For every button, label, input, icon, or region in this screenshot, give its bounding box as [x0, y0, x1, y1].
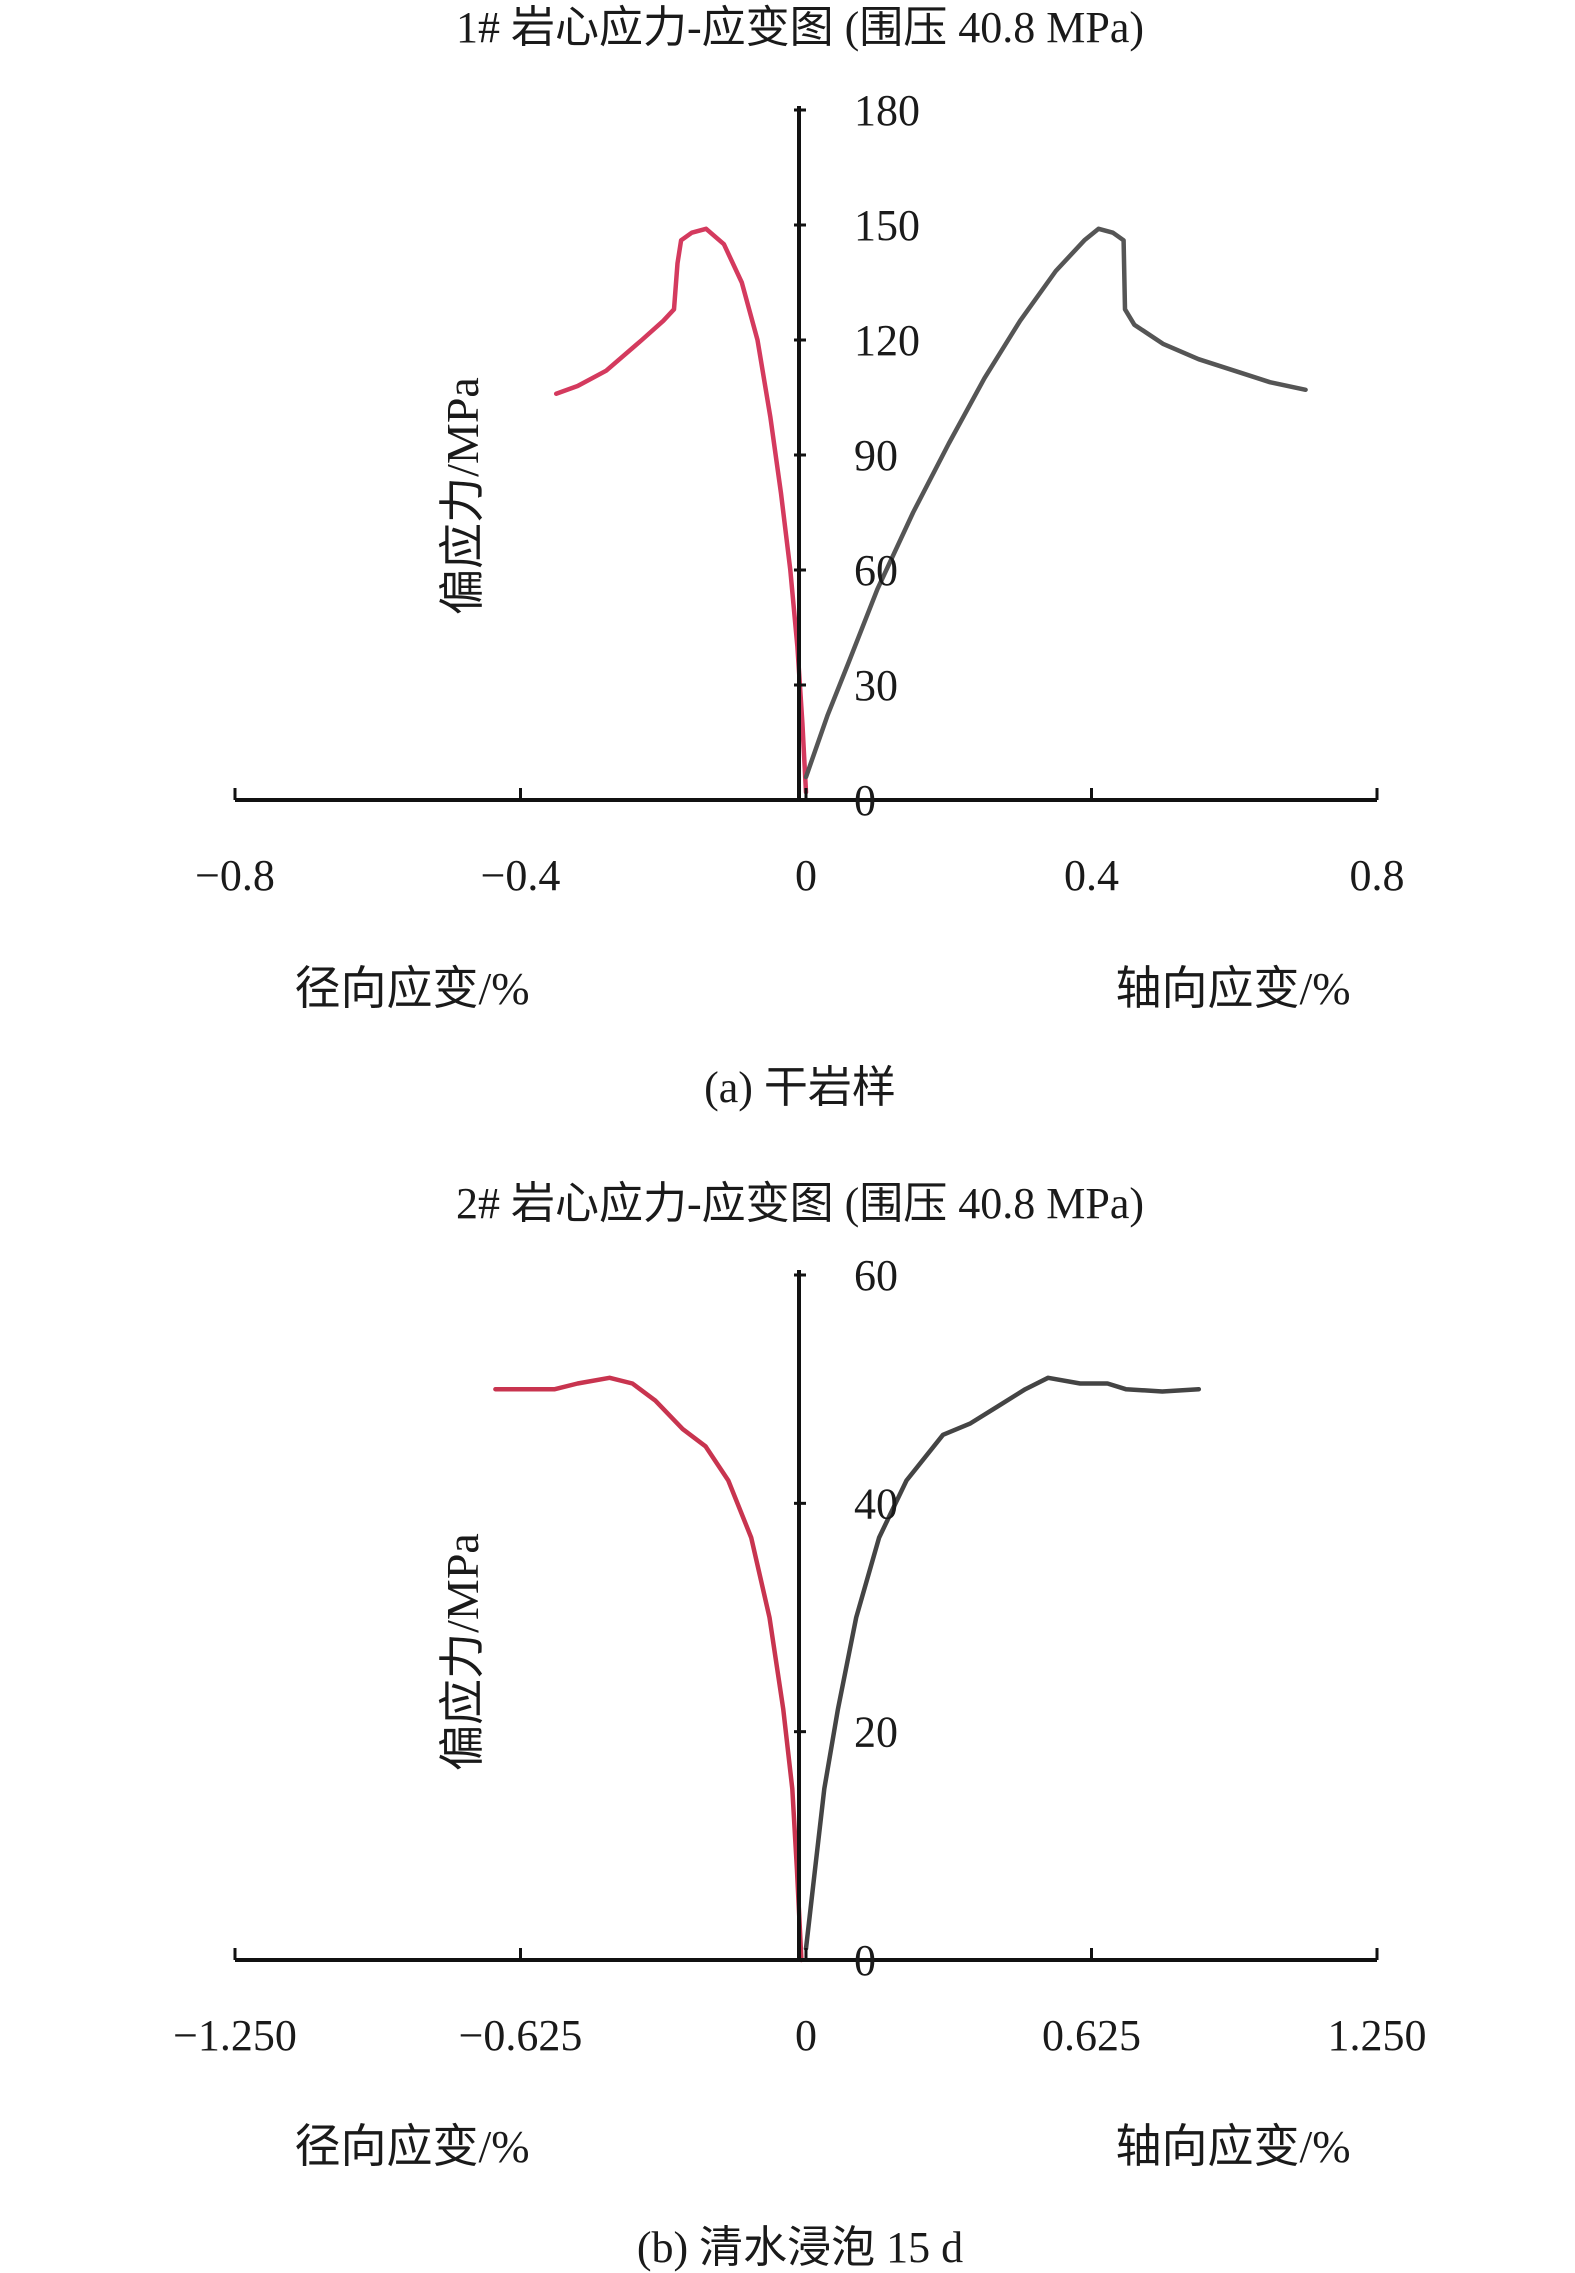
- chart-a-y-axis-label: 偏应力/MPa: [437, 377, 488, 615]
- y-tick-label: 60: [854, 546, 898, 595]
- chart-a-series-group: [553, 226, 1308, 795]
- x-tick-label: 0.4: [1064, 851, 1119, 900]
- axial-strain-curve: [803, 1375, 1202, 1951]
- chart-b-series-group: [493, 1375, 1202, 1963]
- chart-b-x-ticks: −1.250 −0.625 0 0.625 1.250: [173, 1948, 1427, 2060]
- chart-a-y-ticks: 0 30 60 90 120 150 180: [794, 86, 920, 825]
- x-tick-label: −0.8: [195, 851, 275, 900]
- y-tick-label: 0: [854, 1936, 876, 1985]
- x-tick-label: 1.250: [1328, 2011, 1427, 2060]
- y-tick-label: 30: [854, 661, 898, 710]
- chart-b-caption: (b) 清水浸泡 15 d: [637, 2223, 963, 2272]
- x-tick-label: −0.4: [481, 851, 561, 900]
- chart-b-y-axis-label: 偏应力/MPa: [437, 1533, 488, 1771]
- chart-a-x-label-axial: 轴向应变/%: [1115, 963, 1350, 1014]
- chart-a-caption: (a) 干岩样: [704, 1063, 896, 1112]
- chart-a-title: 1# 岩心应力-应变图 (围压 40.8 MPa): [456, 3, 1144, 52]
- x-tick-label: −0.625: [459, 2011, 583, 2060]
- x-tick-label: −1.250: [173, 2011, 297, 2060]
- y-tick-label: 90: [854, 431, 898, 480]
- chart-a-dry-sample: 1# 岩心应力-应变图 (围压 40.8 MPa) −0.8 −0.4 0 0.4 0.…: [195, 3, 1404, 1112]
- chart-b-y-ticks: 0 20 40 60: [794, 1251, 898, 1985]
- y-tick-label: 120: [854, 316, 920, 365]
- chart-b-x-label-axial: 轴向应变/%: [1115, 2121, 1350, 2172]
- x-tick-label: 0.8: [1350, 851, 1405, 900]
- radial-strain-curve: [493, 1375, 804, 1963]
- y-tick-label: 20: [854, 1708, 898, 1757]
- chart-a-x-label-radial: 径向应变/%: [294, 963, 529, 1014]
- y-tick-label: 0: [854, 776, 876, 825]
- chart-b-soaked-sample: 2# 岩心应力-应变图 (围压 40.8 MPa) −1.250 −0.625 0 0…: [173, 1179, 1426, 2272]
- chart-b-title: 2# 岩心应力-应变图 (围压 40.8 MPa): [456, 1179, 1144, 1228]
- y-tick-label: 60: [854, 1251, 898, 1300]
- x-tick-label: 0.625: [1042, 2011, 1141, 2060]
- axial-strain-curve: [803, 226, 1308, 780]
- y-tick-label: 180: [854, 86, 920, 135]
- x-tick-label: 0: [795, 851, 817, 900]
- chart-b-x-label-radial: 径向应变/%: [294, 2121, 529, 2172]
- y-tick-label: 150: [854, 201, 920, 250]
- radial-strain-curve: [553, 226, 809, 795]
- y-tick-label: 40: [854, 1479, 898, 1528]
- x-tick-label: 0: [795, 2011, 817, 2060]
- chart-a-x-ticks: −0.8 −0.4 0 0.4 0.8: [195, 788, 1405, 900]
